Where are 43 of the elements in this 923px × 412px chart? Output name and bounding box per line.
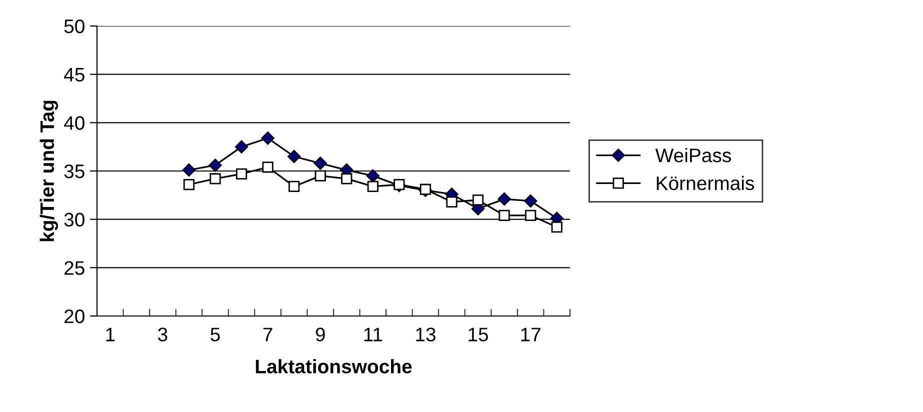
x-tick-label: 13 [416,328,436,342]
point [261,132,274,145]
y-tick-label: 30 [64,212,84,227]
x-axis-title: Laktationswoche [256,359,412,374]
point [420,184,432,195]
point [314,170,326,182]
y-tick-label: 40 [64,116,84,130]
x-tick-label: 5 [210,328,220,342]
point [472,194,484,206]
point [366,169,380,182]
x-tick-label: 17 [521,328,540,342]
y-tick-label: 50 [64,19,84,34]
point [314,156,327,170]
y-tick-label: 25 [64,261,84,275]
y-axis-title: kg/Tier und Tag [40,100,58,242]
point [182,163,196,177]
x-tick-label: 3 [158,328,168,342]
y-tick-label: 20 [64,309,84,324]
legend-label: Körnermais [656,176,754,190]
point [367,180,378,192]
point [446,196,458,208]
point [236,168,248,180]
x-tick-label: 11 [364,328,382,342]
x-tick-label: 7 [263,328,272,342]
point [262,162,274,173]
y-tick-label: 35 [64,164,84,178]
point [208,158,222,172]
x-tick-label: 15 [468,328,488,342]
y-tick-label: 45 [64,68,84,82]
x-tick-label: 9 [316,328,325,342]
point [183,178,195,190]
point [210,173,221,184]
point [341,173,352,184]
point [551,222,562,233]
point [524,194,538,208]
point [498,210,510,222]
point [288,180,300,192]
legend-label: WeiPass [655,148,731,162]
point [234,140,248,154]
point [287,150,301,164]
x-tick-label: 1 [106,328,115,342]
point [498,192,511,206]
point [525,210,536,222]
